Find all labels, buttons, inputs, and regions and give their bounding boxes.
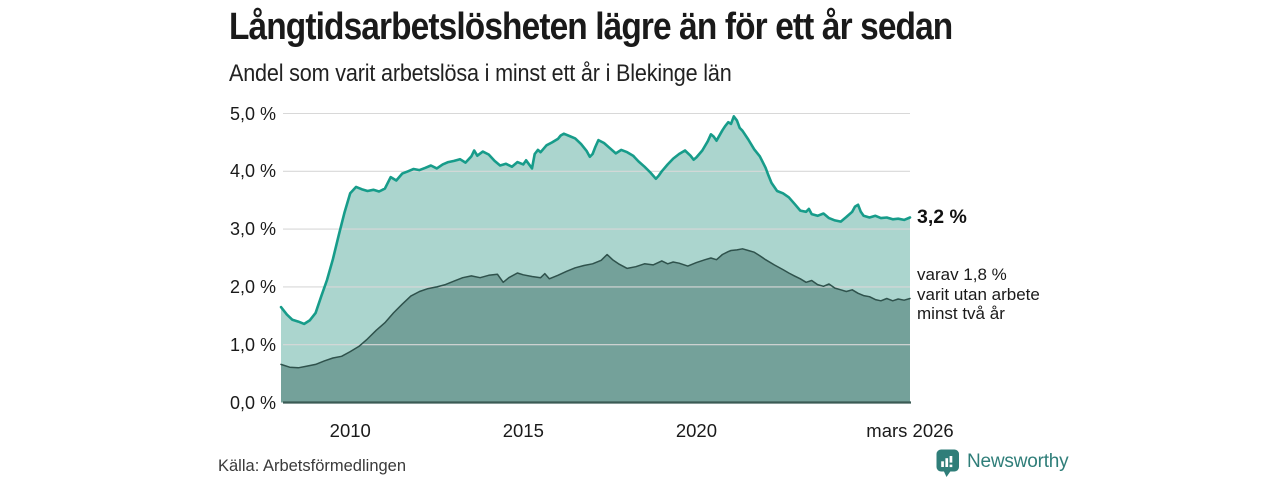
chart-title: Långtidsarbetslösheten lägre än för ett … — [229, 6, 953, 48]
series-line-2 — [280, 248, 911, 369]
series1-end-value-label: 3,2 % — [917, 205, 967, 228]
newsworthy-icon — [936, 449, 959, 477]
newsworthy-logo: Newsworthy — [936, 449, 1069, 479]
y-tick-label: 3,0 % — [229, 219, 276, 240]
chart-subtitle: Andel som varit arbetslösa i minst ett å… — [229, 60, 732, 87]
series-line-1 — [279, 115, 912, 326]
end-label-line: varav 1,8 % — [917, 265, 1007, 285]
x-tick-label: 2010 — [329, 420, 371, 441]
end-label-line: varit utan arbete — [917, 284, 1040, 304]
x-tick-label: 2020 — [675, 420, 717, 441]
newsworthy-wordmark: Newsworthy — [967, 451, 1069, 472]
y-tick-label: 4,0 % — [229, 161, 276, 182]
x-tick-label: mars 2026 — [866, 420, 954, 441]
source-note: Källa: Arbetsförmedlingen — [218, 457, 407, 475]
x-tick-label: 2015 — [502, 420, 544, 441]
y-tick-label: 1,0 % — [229, 334, 276, 355]
series2-end-value-label: varav 1,8 % varit utan arbete minst två … — [917, 265, 1040, 323]
y-tick-label: 2,0 % — [229, 276, 276, 297]
end-label-line: minst två år — [917, 304, 1005, 324]
y-tick-label: 5,0 % — [229, 103, 276, 124]
y-tick-label: 0,0 % — [229, 392, 276, 413]
